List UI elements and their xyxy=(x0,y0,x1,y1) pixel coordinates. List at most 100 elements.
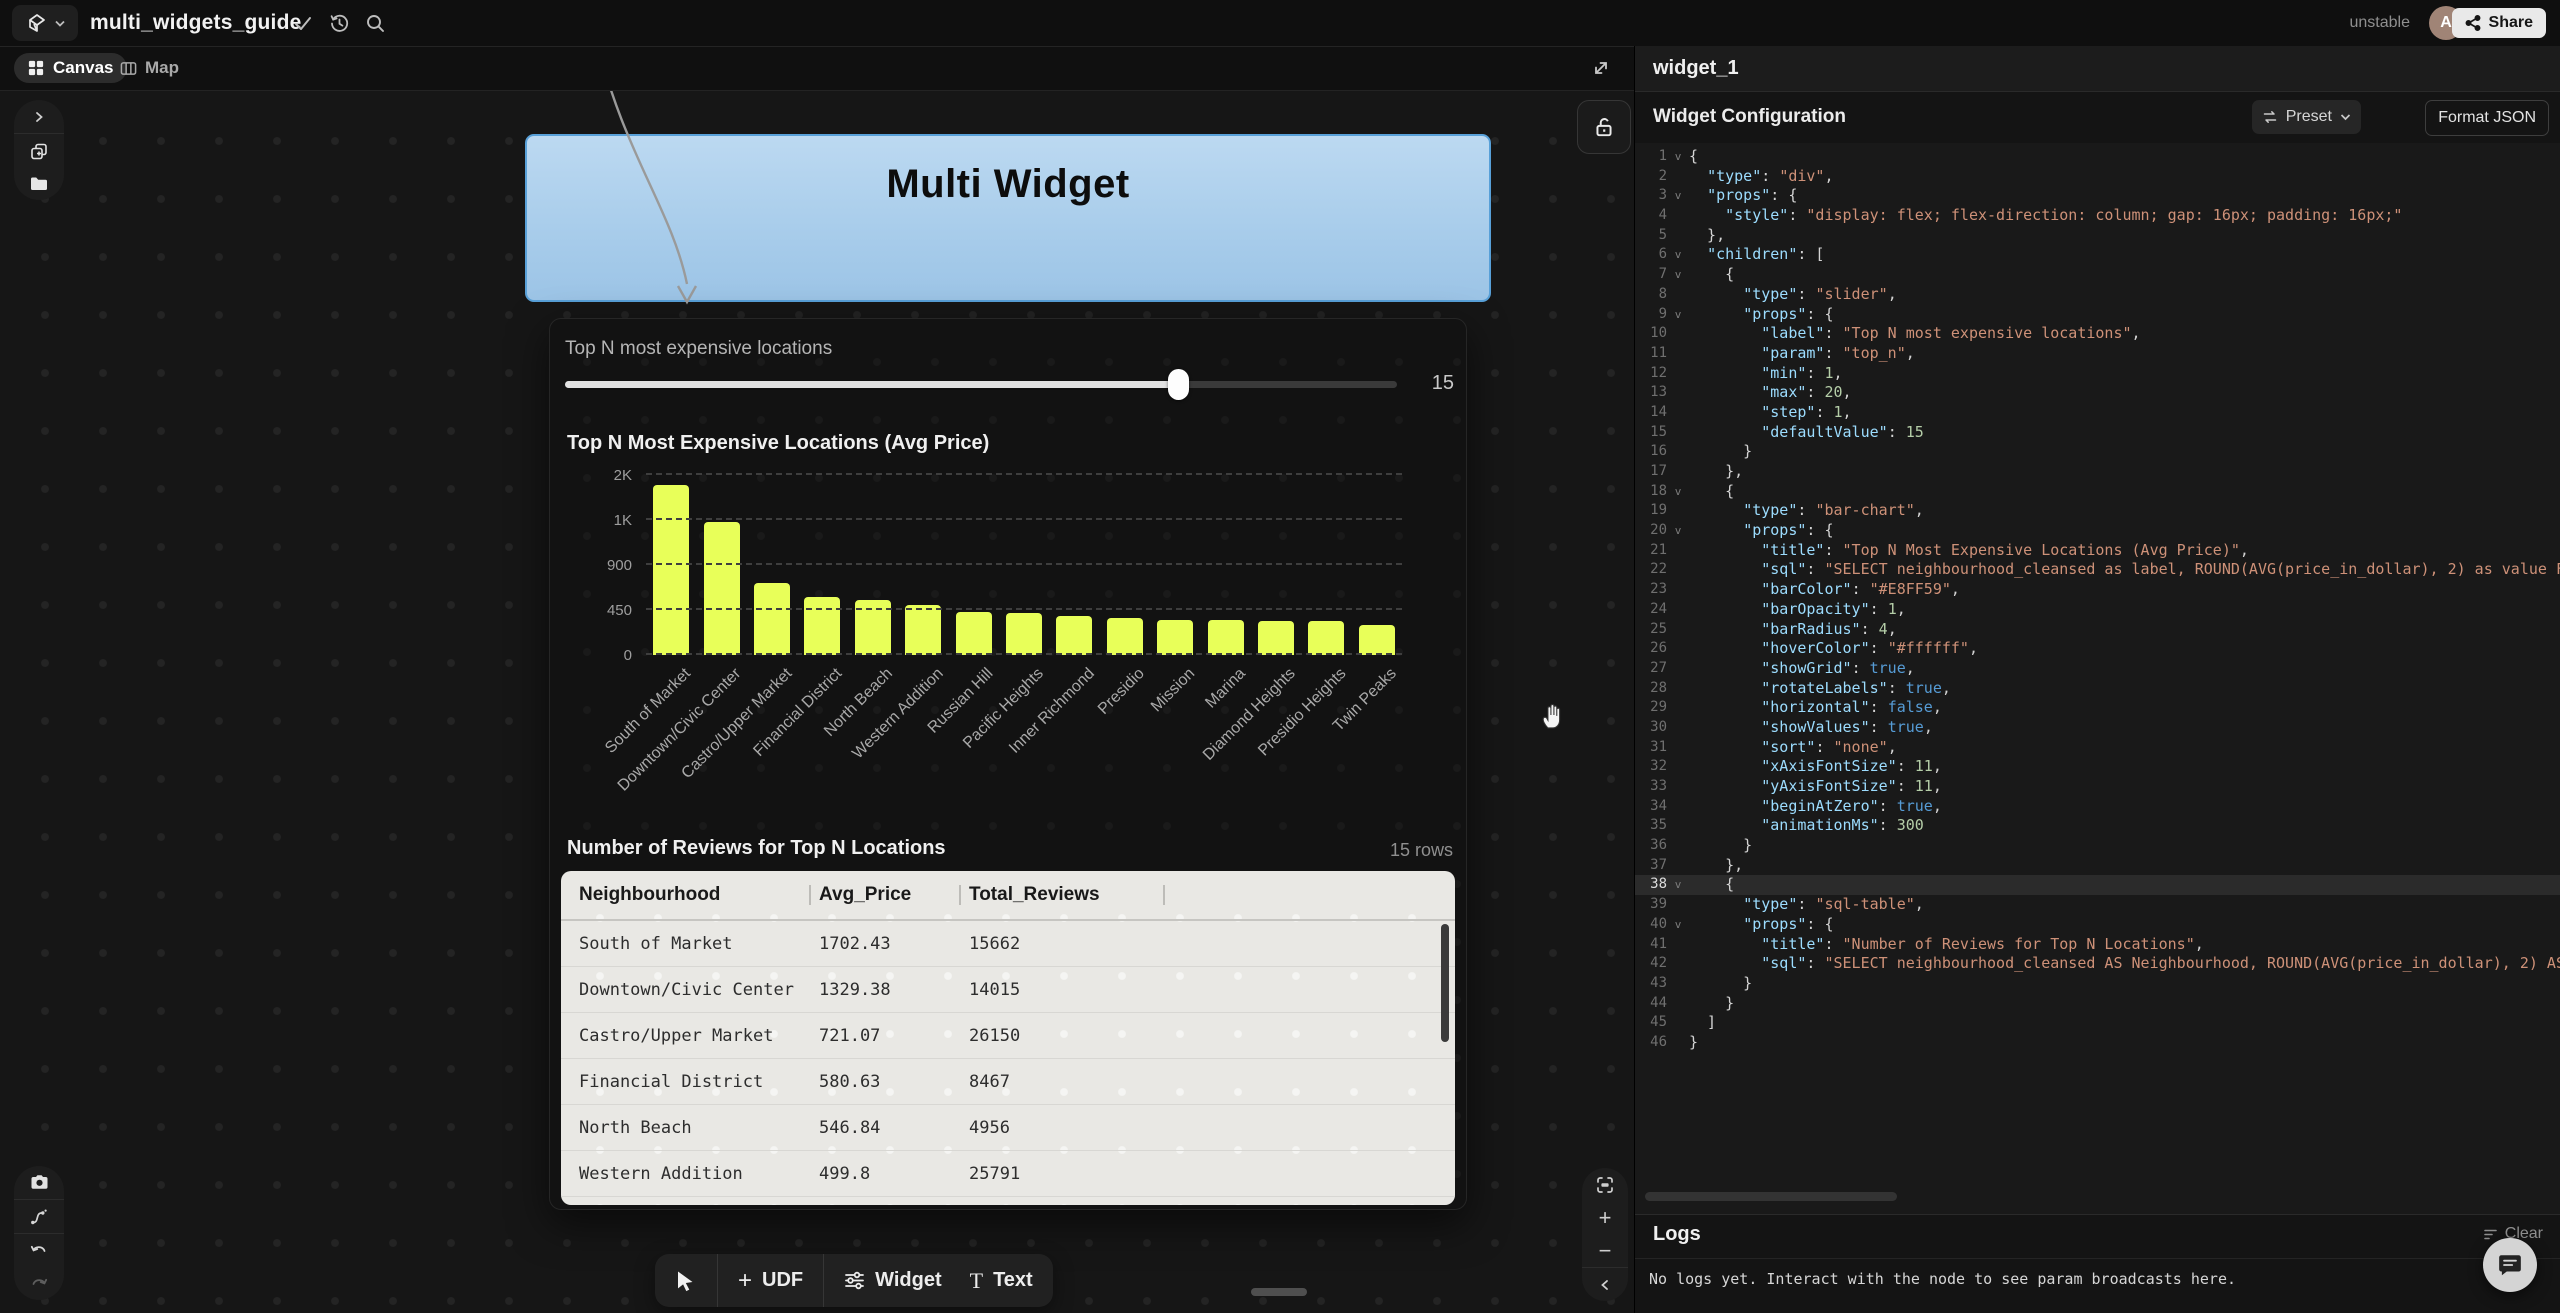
fold-toggle-icon[interactable] xyxy=(1667,718,1689,738)
fold-toggle-icon[interactable] xyxy=(1667,679,1689,699)
fold-toggle-icon[interactable]: v xyxy=(1674,248,1682,262)
fold-toggle-icon[interactable]: v xyxy=(1674,268,1682,282)
zoom-out-icon[interactable]: − xyxy=(1598,1237,1612,1263)
fold-toggle-icon[interactable] xyxy=(1667,364,1689,384)
redo-icon[interactable] xyxy=(14,1267,64,1300)
fold-toggle-icon[interactable] xyxy=(1667,856,1689,876)
fold-toggle-icon[interactable] xyxy=(1667,403,1689,423)
slider-track[interactable] xyxy=(565,369,1397,400)
fold-toggle-icon[interactable] xyxy=(1667,226,1689,246)
chart-bar[interactable] xyxy=(1258,620,1295,655)
code-line[interactable]: 13 "max": 20, xyxy=(1635,383,2560,403)
code-line[interactable]: 45 ] xyxy=(1635,1013,2560,1033)
chart-bar[interactable] xyxy=(1358,624,1395,655)
chart-bar[interactable] xyxy=(905,605,942,655)
code-line[interactable]: 31 "sort": "none", xyxy=(1635,738,2560,758)
fold-toggle-icon[interactable] xyxy=(1667,974,1689,994)
fold-toggle-icon[interactable]: v xyxy=(1674,878,1682,892)
chart-bar[interactable] xyxy=(804,596,841,655)
fold-toggle-icon[interactable] xyxy=(1667,1013,1689,1033)
code-line[interactable]: 12 "min": 1, xyxy=(1635,364,2560,384)
undo-icon[interactable] xyxy=(14,1234,64,1267)
fold-toggle-icon[interactable] xyxy=(1667,285,1689,305)
code-line[interactable]: 8 "type": "slider", xyxy=(1635,285,2560,305)
fold-toggle-icon[interactable] xyxy=(1667,167,1689,187)
code-line[interactable]: 33 "yAxisFontSize": 11, xyxy=(1635,777,2560,797)
fold-toggle-icon[interactable] xyxy=(1667,738,1689,758)
editor-hscrollbar[interactable] xyxy=(1645,1192,1897,1201)
share-button[interactable]: Share xyxy=(2451,8,2546,38)
code-line[interactable]: 16 } xyxy=(1635,442,2560,462)
code-line[interactable]: 18 v { xyxy=(1635,482,2560,502)
code-line[interactable]: 46} xyxy=(1635,1033,2560,1053)
tab-map[interactable]: Map xyxy=(112,53,187,83)
zoom-in-icon[interactable]: + xyxy=(1598,1204,1612,1230)
chat-bubble-button[interactable] xyxy=(2483,1238,2537,1292)
chart-bar[interactable] xyxy=(1106,618,1143,655)
code-line[interactable]: 41 "title": "Number of Reviews for Top N… xyxy=(1635,935,2560,955)
fold-toggle-icon[interactable] xyxy=(1667,206,1689,226)
fold-toggle-icon[interactable] xyxy=(1667,1033,1689,1053)
chart-bar[interactable] xyxy=(754,582,791,655)
code-line[interactable]: 42 "sql": "SELECT neighbourhood_cleansed… xyxy=(1635,954,2560,974)
code-line[interactable]: 25 "barRadius": 4, xyxy=(1635,620,2560,640)
code-line[interactable]: 24 "barOpacity": 1, xyxy=(1635,600,2560,620)
code-line[interactable]: 15 "defaultValue": 15 xyxy=(1635,423,2560,443)
chart-bar[interactable] xyxy=(1308,621,1345,655)
add-node-icon[interactable] xyxy=(14,134,64,167)
fit-view-icon[interactable] xyxy=(1582,1168,1628,1201)
code-line[interactable]: 21 "title": "Top N Most Expensive Locati… xyxy=(1635,541,2560,561)
code-line[interactable]: 17 }, xyxy=(1635,462,2560,482)
fold-toggle-icon[interactable] xyxy=(1667,935,1689,955)
chevron-right-icon[interactable] xyxy=(14,100,64,133)
clear-logs-button[interactable]: Clear xyxy=(2483,1225,2543,1243)
fold-toggle-icon[interactable] xyxy=(1667,816,1689,836)
code-line[interactable]: 39 "type": "sql-table", xyxy=(1635,895,2560,915)
chart-bar[interactable] xyxy=(1006,612,1043,655)
fold-toggle-icon[interactable] xyxy=(1667,423,1689,443)
code-line[interactable]: 4 "style": "display: flex; flex-directio… xyxy=(1635,206,2560,226)
fold-toggle-icon[interactable] xyxy=(1667,600,1689,620)
code-line[interactable]: 30 "showValues": true, xyxy=(1635,718,2560,738)
code-line[interactable]: 22 "sql": "SELECT neighbourhood_cleansed… xyxy=(1635,560,2560,580)
fold-toggle-icon[interactable] xyxy=(1667,383,1689,403)
fold-toggle-icon[interactable] xyxy=(1667,462,1689,482)
fold-toggle-icon[interactable]: v xyxy=(1674,524,1682,538)
select-tool-button[interactable] xyxy=(655,1254,717,1307)
expand-diagonal-icon[interactable] xyxy=(1588,55,1614,81)
fold-toggle-icon[interactable] xyxy=(1667,639,1689,659)
chart-bar[interactable] xyxy=(703,522,740,655)
fold-toggle-icon[interactable]: v xyxy=(1674,189,1682,203)
code-line[interactable]: 35 "animationMs": 300 xyxy=(1635,816,2560,836)
collapse-panel-icon[interactable] xyxy=(1582,1268,1628,1301)
canvas-hscroll-indicator[interactable] xyxy=(1251,1288,1307,1296)
chart-bar[interactable] xyxy=(955,612,992,655)
code-line[interactable]: 28 "rotateLabels": true, xyxy=(1635,679,2560,699)
unlock-icon[interactable] xyxy=(1577,100,1631,154)
code-line[interactable]: 5 }, xyxy=(1635,226,2560,246)
code-line[interactable]: 27 "showGrid": true, xyxy=(1635,659,2560,679)
format-json-button[interactable]: Format JSON xyxy=(2425,100,2549,136)
preset-dropdown[interactable]: Preset xyxy=(2251,100,2361,134)
chart-bar[interactable] xyxy=(1207,620,1244,655)
code-line[interactable]: 14 "step": 1, xyxy=(1635,403,2560,423)
node-canvas[interactable]: Multi Widget Top N most expensive locati… xyxy=(0,90,1634,1313)
camera-icon[interactable] xyxy=(14,1166,64,1199)
fold-toggle-icon[interactable] xyxy=(1667,994,1689,1014)
code-line[interactable]: 40 v "props": { xyxy=(1635,915,2560,935)
fold-toggle-icon[interactable]: v xyxy=(1674,917,1682,931)
code-line[interactable]: 34 "beginAtZero": true, xyxy=(1635,797,2560,817)
fold-toggle-icon[interactable] xyxy=(1667,777,1689,797)
chart-bar[interactable] xyxy=(1157,619,1194,655)
chart-bar[interactable] xyxy=(1056,615,1093,655)
code-line[interactable]: 11 "param": "top_n", xyxy=(1635,344,2560,364)
code-line[interactable]: 37 }, xyxy=(1635,856,2560,876)
fold-toggle-icon[interactable] xyxy=(1667,954,1689,974)
slider-thumb[interactable] xyxy=(1168,369,1189,400)
fold-toggle-icon[interactable] xyxy=(1667,501,1689,521)
fold-toggle-icon[interactable]: v xyxy=(1674,150,1682,163)
